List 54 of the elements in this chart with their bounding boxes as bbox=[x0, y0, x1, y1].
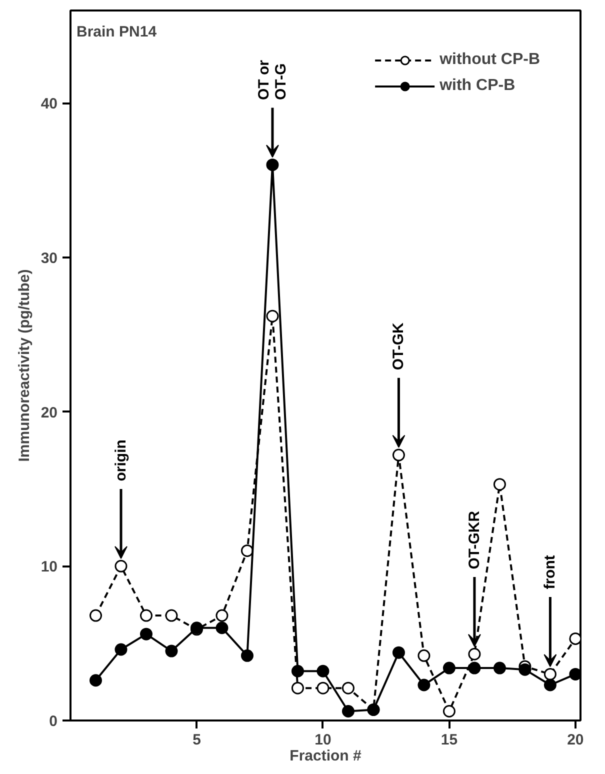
point bbox=[291, 664, 304, 678]
point bbox=[442, 662, 456, 674]
annotation: OT-GK bbox=[390, 322, 408, 370]
point bbox=[392, 448, 405, 462]
point bbox=[140, 628, 152, 640]
point bbox=[518, 663, 532, 676]
point bbox=[569, 632, 580, 645]
point bbox=[266, 310, 279, 322]
point bbox=[216, 622, 228, 634]
point bbox=[114, 643, 128, 656]
point bbox=[544, 668, 556, 680]
legend-label: without CP-B bbox=[440, 51, 540, 69]
point bbox=[240, 544, 254, 557]
y-axis-title: Immunoreactivity (pg/tube) bbox=[16, 269, 33, 462]
x-tick-label: 15 bbox=[440, 732, 458, 748]
point bbox=[291, 682, 304, 694]
point bbox=[140, 609, 152, 622]
point bbox=[165, 609, 178, 622]
point bbox=[392, 646, 405, 659]
point bbox=[493, 662, 506, 674]
point bbox=[316, 664, 330, 678]
y-tick-label: 10 bbox=[40, 558, 58, 576]
point bbox=[569, 668, 580, 680]
point bbox=[90, 609, 102, 622]
point bbox=[468, 648, 481, 660]
annotation: OT-GKR bbox=[466, 510, 483, 570]
point bbox=[240, 649, 254, 662]
point bbox=[266, 158, 279, 172]
text: Brain PN14 bbox=[76, 24, 158, 40]
y-tick-label: 20 bbox=[40, 404, 58, 422]
point bbox=[418, 649, 430, 662]
annotation: OT or OT-G bbox=[255, 60, 290, 100]
legend-label: with CP-B bbox=[440, 77, 516, 95]
y-tick-label: 30 bbox=[40, 250, 58, 267]
x-axis-title: Fraction # bbox=[290, 748, 362, 764]
annotation: front bbox=[542, 555, 559, 590]
point bbox=[442, 705, 456, 718]
annotation: origin bbox=[112, 440, 130, 482]
x-tick-label: 10 bbox=[314, 732, 332, 748]
point bbox=[418, 678, 430, 692]
point bbox=[544, 678, 556, 692]
point bbox=[165, 644, 178, 658]
point bbox=[90, 674, 102, 687]
x-tick-label: 5 bbox=[192, 732, 201, 748]
point bbox=[493, 478, 506, 491]
y-tick-label: 0 bbox=[49, 713, 58, 730]
x-tick-label: 20 bbox=[567, 732, 584, 748]
point bbox=[342, 705, 354, 718]
y-tick-label: 40 bbox=[40, 96, 58, 113]
point bbox=[114, 560, 128, 572]
point bbox=[216, 609, 228, 622]
point bbox=[342, 682, 354, 694]
point bbox=[468, 662, 481, 674]
point bbox=[316, 682, 330, 694]
